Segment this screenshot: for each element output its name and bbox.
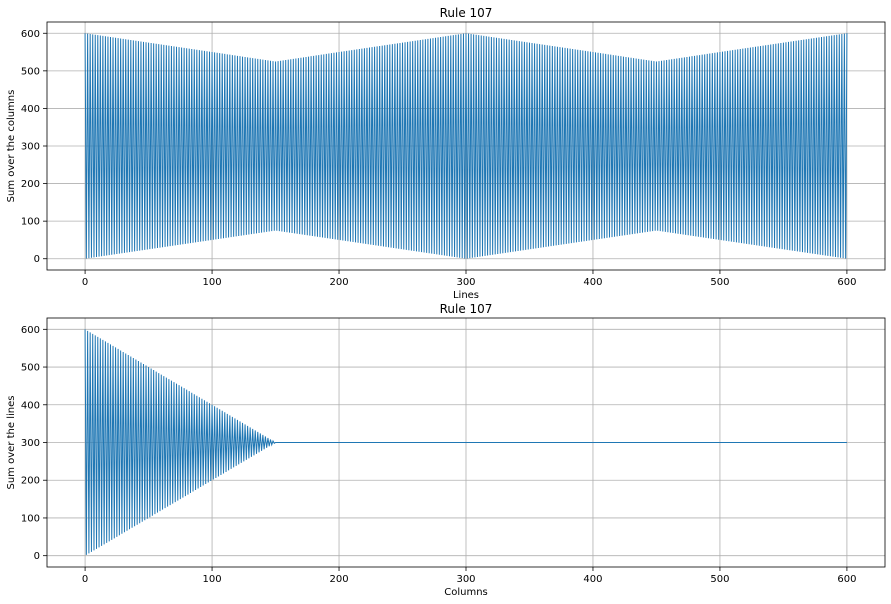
x-tick-label: 600 — [837, 277, 856, 288]
series-line — [84, 329, 847, 555]
chart-title: Rule 107 — [440, 302, 493, 316]
x-tick-label: 600 — [837, 574, 856, 585]
x-tick-label: 400 — [583, 574, 602, 585]
y-tick-label: 600 — [21, 29, 40, 40]
x-tick-label: 100 — [203, 277, 222, 288]
y-tick-label: 600 — [21, 325, 40, 336]
y-tick-label: 400 — [21, 400, 40, 411]
x-tick-label: 500 — [710, 574, 729, 585]
y-tick-label: 200 — [21, 476, 40, 487]
ticks: 0 100 200 300 400 500 600 0 100 200 300 400 500 600 — [21, 325, 857, 585]
x-tick-label: 0 — [82, 277, 88, 288]
x-tick-label: 100 — [203, 574, 222, 585]
x-tick-label: 200 — [329, 574, 348, 585]
y-tick-label: 500 — [21, 66, 40, 77]
y-tick-label: 500 — [21, 363, 40, 374]
y-axis-label: Sum over the lines — [6, 396, 17, 490]
chart-title: Rule 107 — [440, 6, 493, 20]
series-line — [84, 33, 848, 259]
y-tick-label: 400 — [21, 104, 40, 115]
x-tick-label: 400 — [583, 277, 602, 288]
x-axis-label: Columns — [444, 587, 488, 598]
y-tick-label: 300 — [21, 438, 40, 449]
chart-top: 0 100 200 300 400 500 600 0 100 200 300 400 500 600 R… — [6, 6, 886, 301]
y-tick-label: 100 — [21, 217, 40, 228]
x-tick-label: 300 — [456, 574, 475, 585]
x-tick-label: 200 — [329, 277, 348, 288]
y-tick-label: 0 — [34, 254, 40, 265]
y-tick-label: 0 — [34, 551, 40, 562]
x-axis-label: Lines — [453, 290, 479, 301]
x-tick-label: 0 — [82, 574, 88, 585]
x-tick-label: 500 — [710, 277, 729, 288]
y-tick-label: 300 — [21, 142, 40, 153]
y-tick-label: 200 — [21, 179, 40, 190]
x-tick-label: 300 — [456, 277, 475, 288]
ticks: 0 100 200 300 400 500 600 0 100 200 300 400 500 600 — [21, 29, 857, 288]
y-tick-label: 100 — [21, 513, 40, 524]
chart-bottom: 0 100 200 300 400 500 600 0 100 200 300 400 500 600 R… — [6, 302, 886, 598]
y-axis-label: Sum over the columns — [6, 90, 17, 203]
